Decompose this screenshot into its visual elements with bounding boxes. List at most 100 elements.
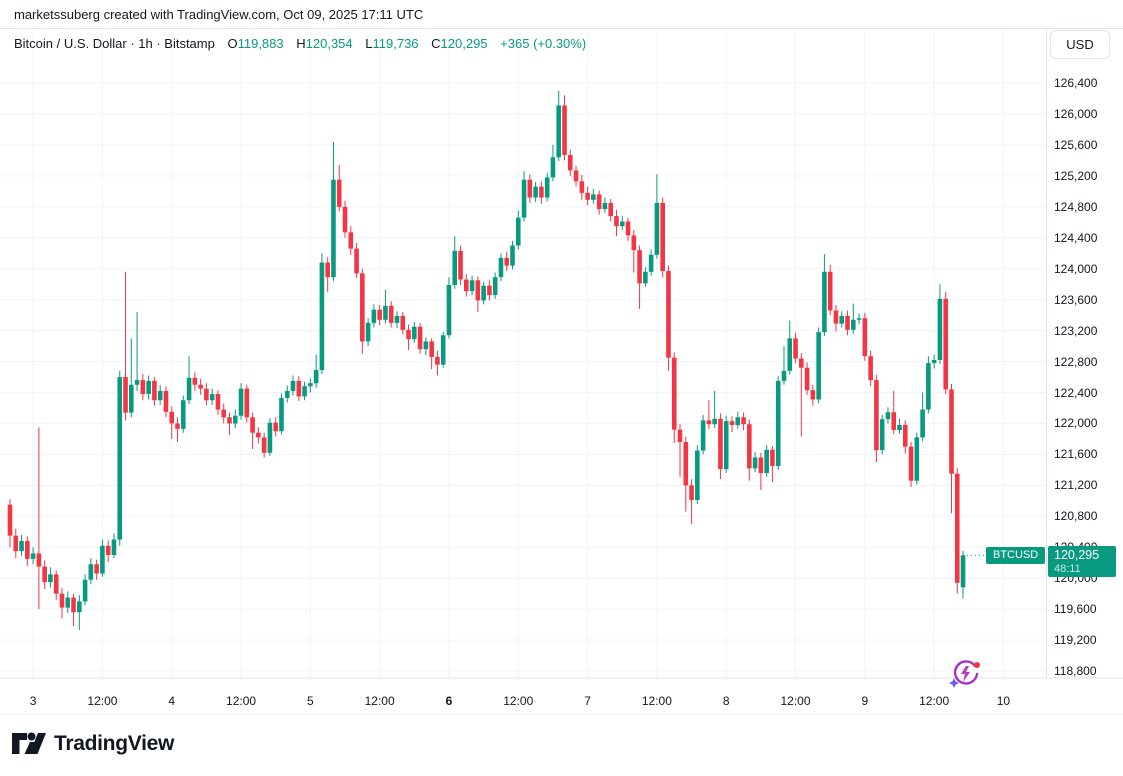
candle (585, 192, 590, 200)
candle (567, 154, 573, 171)
candle (394, 315, 400, 323)
change-value: +365 (+0.30%) (500, 36, 587, 51)
candle (232, 415, 238, 424)
candle (313, 370, 319, 384)
candle (735, 417, 741, 425)
time-tick-label: 8 (722, 694, 730, 708)
candle (515, 217, 521, 246)
candle (712, 418, 717, 425)
candle (816, 332, 821, 400)
candle (215, 394, 221, 410)
chart-legend[interactable]: Bitcoin / U.S. Dollar · 1h · Bitstamp O1… (14, 36, 586, 51)
candle (377, 309, 382, 320)
candle (169, 411, 175, 424)
candle (152, 380, 157, 401)
candle (793, 338, 798, 359)
candle (348, 232, 354, 249)
candle (747, 424, 752, 469)
candle (123, 377, 128, 413)
candle (59, 593, 65, 608)
candle (706, 420, 712, 425)
tradingview-logo[interactable]: TradingView (12, 731, 174, 756)
candle (244, 388, 250, 418)
candle (48, 574, 53, 583)
candle (163, 390, 169, 412)
candle (596, 194, 602, 210)
candle (850, 319, 856, 330)
candle (839, 315, 845, 324)
candle (619, 221, 625, 227)
candle (180, 400, 186, 429)
candle (510, 245, 515, 266)
price-tick-label: 120,800 (1054, 509, 1098, 524)
time-tick-label: 12:00 (364, 694, 395, 708)
candle (533, 186, 538, 198)
candle (342, 206, 348, 233)
candle (446, 284, 452, 336)
candle (521, 179, 527, 218)
candle (926, 363, 931, 410)
candle (654, 202, 660, 255)
candle (19, 541, 24, 552)
candle (902, 424, 908, 447)
low-value: L119,736 (365, 36, 419, 51)
candle (273, 422, 278, 432)
candle (475, 280, 481, 301)
candle (146, 380, 151, 395)
candle (117, 377, 123, 540)
price-tick-label: 118,800 (1054, 664, 1097, 679)
candle (625, 221, 631, 236)
candle (227, 417, 232, 424)
bar-countdown: 48:11 (1054, 563, 1081, 576)
candle (13, 535, 19, 552)
candle (637, 250, 642, 284)
candle (718, 418, 723, 470)
candle (550, 157, 556, 178)
candle (677, 429, 683, 443)
candle (25, 541, 30, 559)
candle (862, 318, 868, 357)
price-tick-label: 122,800 (1054, 354, 1098, 369)
time-tick-label: 12:00 (226, 694, 257, 708)
candle (82, 579, 88, 602)
candle (452, 250, 458, 285)
watermark-attribution: marketssuberg created with TradingView.c… (14, 7, 424, 22)
time-tick-label: 12:00 (780, 694, 811, 708)
candle (458, 250, 463, 280)
realtime-flash-icon[interactable] (948, 658, 982, 690)
candle (556, 105, 562, 158)
candle (897, 424, 902, 431)
candle (666, 271, 671, 358)
candle (498, 257, 504, 278)
candle (908, 446, 914, 481)
candle (781, 370, 787, 381)
candle (602, 202, 608, 210)
candle (354, 248, 359, 274)
candle (758, 457, 764, 473)
time-tick-label: 12:00 (87, 694, 118, 708)
candle (383, 305, 388, 320)
candle (250, 417, 255, 433)
price-tick-label: 124,800 (1054, 199, 1098, 214)
candle (874, 380, 879, 451)
price-tick-label: 121,200 (1054, 478, 1098, 493)
last-price-label: 120,295 48:11 (1048, 546, 1116, 578)
currency-toggle-button[interactable]: USD (1050, 30, 1110, 59)
candle (365, 322, 371, 342)
candle (261, 437, 267, 453)
candle (284, 390, 290, 398)
candle (308, 383, 313, 387)
price-tick-label: 123,200 (1054, 323, 1098, 338)
candle (943, 298, 949, 390)
candle (741, 417, 746, 425)
candle (417, 326, 423, 350)
symbol-title[interactable]: Bitcoin / U.S. Dollar · 1h · Bitstamp (14, 36, 215, 51)
candle (198, 384, 203, 389)
candle (296, 380, 302, 397)
candle (279, 397, 284, 432)
candle (891, 412, 897, 431)
candle (481, 285, 486, 301)
candle (88, 564, 94, 580)
candle (954, 473, 960, 583)
tradingview-logo-icon (12, 732, 46, 754)
